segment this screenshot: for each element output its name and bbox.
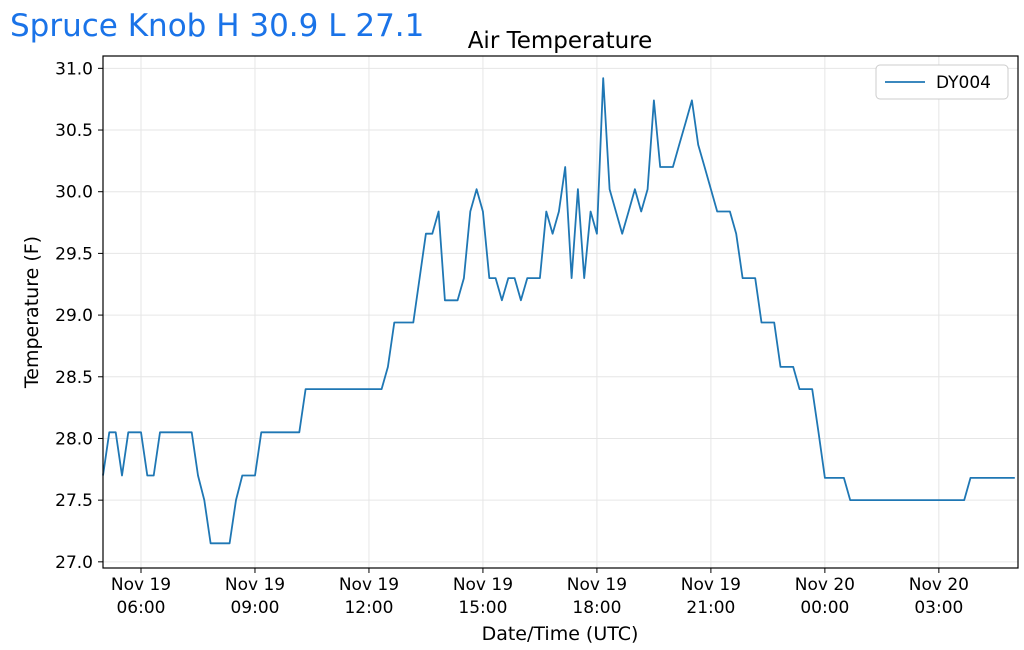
x-tick-label-time: 00:00: [800, 598, 849, 618]
legend: DY004: [875, 64, 1009, 100]
y-axis-label: Temperature (F): [21, 236, 43, 389]
x-tick-label-time: 09:00: [230, 598, 279, 618]
x-tick-label-date: Nov 20: [909, 575, 969, 595]
y-axis-ticks: 27.0 27.5 28.0 28.5 29.0 29.5 30.0 30.5 31.0: [55, 59, 103, 573]
y-tick-label: 29.0: [55, 306, 93, 326]
x-tick-label-date: Nov 19: [453, 575, 513, 595]
x-tick-label-time: 21:00: [686, 598, 735, 618]
y-tick-label: 29.5: [55, 244, 93, 264]
x-tick-label-date: Nov 19: [567, 575, 627, 595]
x-tick-label-date: Nov 19: [225, 575, 285, 595]
y-tick-label: 28.5: [55, 368, 93, 388]
plot-frame: [102, 55, 1019, 569]
x-tick-label-time: 06:00: [116, 598, 165, 618]
page-title: Spruce Knob H 30.9 L 27.1: [10, 8, 425, 44]
series-layer: [102, 77, 1015, 545]
x-tick-label-time: 12:00: [344, 598, 393, 618]
legend-box: [875, 64, 1009, 100]
y-tick-label: 31.0: [55, 59, 93, 79]
y-tick-label: 30.5: [55, 121, 93, 141]
x-axis-ticks: Nov 19 06:00 Nov 19 09:00 Nov 19 12:00 Nov 19 1…: [111, 568, 969, 618]
x-tick-label-date: Nov 19: [111, 575, 171, 595]
chart-title: Air Temperature: [468, 28, 653, 54]
x-tick-label-time: 15:00: [458, 598, 507, 618]
x-axis-label: Date/Time (UTC): [482, 623, 639, 645]
x-tick-label-date: Nov 19: [681, 575, 741, 595]
y-tick-label: 30.0: [55, 183, 93, 203]
x-tick-label-time: 18:00: [572, 598, 621, 618]
legend-label-dy004: DY004: [936, 73, 991, 93]
grid-lines: [103, 56, 1018, 568]
y-tick-label: 28.0: [55, 429, 93, 449]
x-tick-label-date: Nov 19: [339, 575, 399, 595]
x-tick-label-date: Nov 20: [795, 575, 855, 595]
y-tick-label: 27.0: [55, 553, 93, 573]
x-tick-label-time: 03:00: [914, 598, 963, 618]
y-tick-label: 27.5: [55, 491, 93, 511]
series-line-dy004: [102, 77, 1015, 545]
